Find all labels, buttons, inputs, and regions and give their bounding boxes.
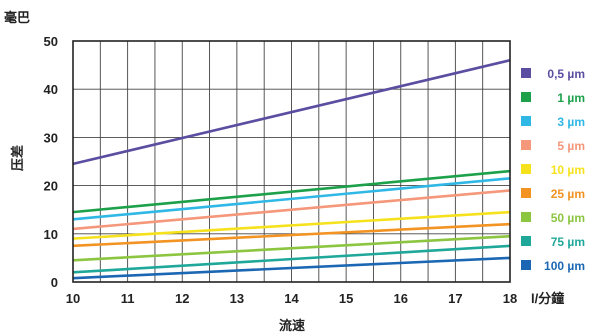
legend-label: 5 µm (557, 139, 585, 153)
legend-swatch (521, 68, 531, 78)
series-line-0 (72, 59, 511, 166)
x-axis-title: 流速 (279, 318, 305, 333)
legend-swatch (521, 140, 531, 150)
legend-label: 25 µm (551, 187, 585, 201)
y-tick-label: 50 (44, 34, 58, 49)
plot-area-border (72, 40, 511, 283)
y-tick-label: 10 (44, 227, 58, 242)
legend-label: 0,5 µm (547, 67, 585, 81)
legend-label: 100 µm (544, 259, 585, 273)
legend-label: 75 µm (551, 235, 585, 249)
y-tick-label: 30 (44, 130, 58, 145)
y-tick-label: 20 (44, 179, 58, 194)
x-tick-label: 14 (284, 291, 299, 306)
legend-swatch (521, 92, 531, 102)
x-tick-label: 16 (394, 291, 408, 306)
series-line-7 (72, 244, 511, 274)
x-unit-label: l/分鐘 (531, 291, 564, 306)
x-tick-label: 10 (66, 291, 80, 306)
y-tick-label: 40 (44, 82, 58, 97)
series-line-6 (72, 234, 511, 262)
legend-swatch (521, 164, 531, 174)
legend-swatch (521, 212, 531, 222)
legend-swatch (521, 236, 531, 246)
series-line-2 (72, 177, 511, 221)
legend-label: 50 µm (551, 211, 585, 225)
legend-swatch (521, 116, 531, 126)
y-unit-label: 毫巴 (4, 10, 30, 25)
legend: 0,5 µm 1 µm 3 µm 5 µm 10 µm 25 µm 50 µm 75 µm 10… (521, 67, 585, 273)
legend-swatch (521, 188, 531, 198)
x-tick-labels: 10 11 12 13 14 15 16 17 18 (66, 291, 517, 306)
y-tick-label: 0 (51, 275, 58, 290)
series-line-5 (72, 222, 511, 248)
x-tick-label: 11 (121, 291, 135, 306)
legend-label: 3 µm (557, 115, 585, 129)
y-axis-title: 压差 (10, 145, 25, 171)
x-tick-label: 13 (230, 291, 244, 306)
legend-label: 10 µm (551, 163, 585, 177)
series-line-1 (72, 169, 511, 214)
x-tick-label: 17 (448, 291, 462, 306)
series-lines (72, 59, 511, 280)
series-line-4 (72, 210, 511, 240)
series-line-3 (72, 189, 511, 231)
legend-swatch (521, 260, 531, 270)
series-line-8 (72, 256, 511, 280)
y-tick-labels: 0 10 20 30 40 50 (44, 34, 58, 290)
x-tick-label: 15 (339, 291, 353, 306)
x-tick-label: 12 (175, 291, 189, 306)
x-tick-label: 18 (503, 291, 517, 306)
legend-label: 1 µm (557, 91, 585, 105)
